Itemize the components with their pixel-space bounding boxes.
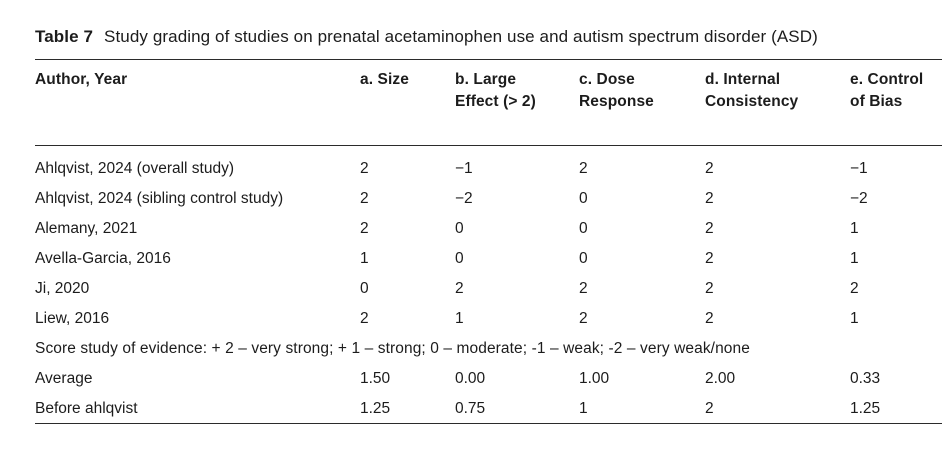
summary-row-before-ahlqvist: Before ahlqvist 1.25 0.75 1 2 1.25 [35,393,942,423]
score-cell: 2 [850,280,859,297]
author-cell: Before ahlqvist [35,399,138,417]
score-cell: −2 [850,190,868,208]
score-cell: 2 [705,309,714,327]
author-cell: Average [35,369,93,387]
caption-label: Table 7 [35,27,94,46]
table-caption: Table 7 Study grading of studies on prena… [35,26,948,47]
score-cell: 1 [579,399,588,417]
table-row: Avella-Garcia, 2016 1 0 0 2 1 [35,244,942,274]
score-cell: 1 [360,250,369,268]
column-header-author-year: Author, Year [35,59,360,146]
score-cell: 0 [455,250,464,268]
score-cell: 0.33 [850,369,881,387]
column-header-size: a. Size [360,59,455,146]
score-cell: 1 [455,309,464,327]
column-header-dose-response: c. Dose Response [579,59,705,146]
score-cell: 1 [850,220,859,238]
header-row: Author, Year a. Size b. Large Effect (> … [35,59,942,146]
score-cell: 1 [850,250,859,268]
score-cell: 2 [360,190,369,208]
score-cell: 2 [360,160,369,178]
score-cell: 1.00 [579,369,610,387]
score-cell: 0 [579,220,588,238]
caption-text: Study grading of studies on prenatal ace… [104,27,818,46]
score-cell: 2 [705,399,714,417]
score-cell: 0 [579,250,588,268]
score-cell: 0 [579,190,588,208]
score-cell: 0 [455,220,464,238]
score-cell: −2 [455,190,473,208]
score-cell: 2 [360,309,369,327]
summary-row-average: Average 1.50 0.00 1.00 2.00 0.33 [35,363,942,393]
table-row: Liew, 2016 2 1 2 2 1 [35,303,942,333]
score-cell: 1.25 [850,399,881,417]
score-cell: 1.50 [360,369,391,387]
author-cell: Avella-Garcia, 2016 [35,250,171,268]
score-cell: 2 [705,190,714,208]
score-cell: 0.75 [455,399,486,417]
score-cell: 0.00 [455,369,486,387]
score-cell: −1 [850,160,868,178]
score-cell: 0 [360,280,369,297]
column-header-large-effect: b. Large Effect (> 2) [455,59,579,146]
legend-row: Score study of evidence: + 2 – very stro… [35,333,942,363]
author-cell: Ahlqvist, 2024 (sibling control study) [35,190,284,208]
column-header-internal-consistency: d. Internal Consistency [705,59,850,146]
table-row: Ahlqvist, 2024 (sibling control study) 2… [35,184,942,214]
score-cell: 1 [850,309,859,327]
table-row: Alemany, 2021 2 0 0 2 1 [35,214,942,244]
table-row: Ji, 2020 0 2 2 2 2 [35,274,942,304]
score-cell: 2 [579,160,588,178]
author-cell: Ji, 2020 [35,280,90,297]
column-header-control-of-bias: e. Control of Bias [850,59,942,146]
author-cell: Liew, 2016 [35,309,110,327]
table-row: Ahlqvist, 2024 (overall study) 2 −1 2 2 … [35,146,942,184]
score-cell: 1.25 [360,399,391,417]
study-grading-table: Author, Year a. Size b. Large Effect (> … [35,59,942,425]
author-cell: Alemany, 2021 [35,220,138,238]
score-cell: −1 [455,160,473,178]
score-legend: Score study of evidence: + 2 – very stro… [35,339,750,357]
score-cell: 2 [705,220,714,238]
score-cell: 2 [705,160,714,178]
score-cell: 2 [579,309,588,327]
score-cell: 2 [705,280,714,297]
score-cell: 2 [705,250,714,268]
score-cell: 2.00 [705,369,736,387]
score-cell: 2 [579,280,588,297]
score-cell: 2 [455,280,464,297]
author-cell: Ahlqvist, 2024 (overall study) [35,160,235,178]
score-cell: 2 [360,220,369,238]
